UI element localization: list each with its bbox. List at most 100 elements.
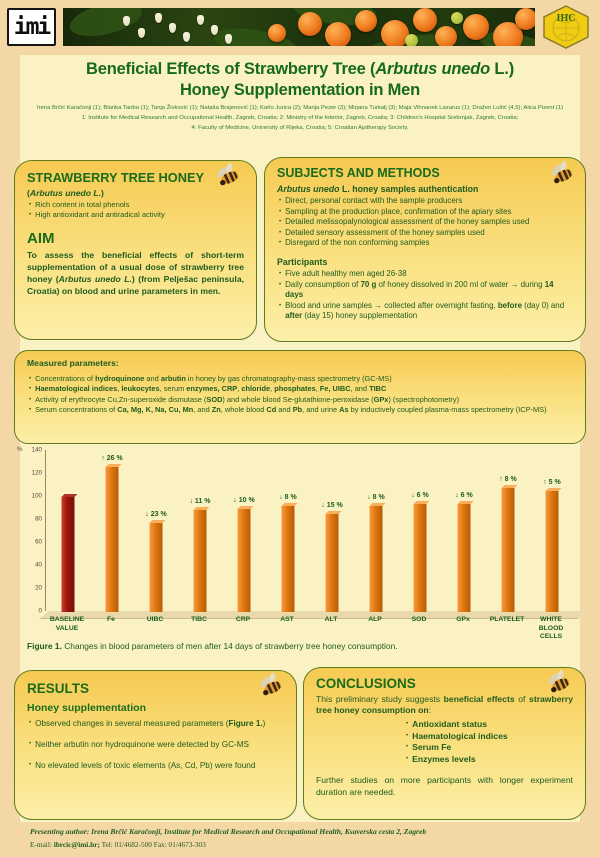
bullet-icon: • [279,240,282,247]
chart-y-tick-label: 0 [38,607,42,615]
chart-y-tick-label: 100 [31,492,42,500]
fruit-decoration [435,26,457,46]
fruit-decoration [413,8,437,32]
list-item: • Blood and urine samples → collected aft… [279,300,565,321]
bar-change-label: ↑ 8 % [499,475,517,483]
conclusions-list: • Antioxidant status • Haematological indi… [404,719,573,765]
chart-y-tick-label: 120 [31,469,42,477]
flower-decoration [155,13,162,23]
list-item: • Concentrations of hydroquinone and arbu… [29,374,392,383]
imi-logo: imi [7,8,56,46]
ihc-logo-text: IHC [557,13,576,24]
list-item: • Antioxidant status [406,719,488,730]
subjects-methods-box: SUBJECTS AND METHODS Arbutus unedo L. ho… [264,157,586,342]
chart-bar-group: ↓ 23 % [134,450,178,612]
fruit-decoration [381,20,409,46]
authentication-subtitle: Arbutus unedo L. honey samples authentic… [277,184,479,194]
fruit-decoration [355,10,377,32]
bar-change-label: ↓ 6 % [411,491,429,499]
list-item: • Serum concentrations of Ca, Mg, K, Na, … [29,404,547,414]
list-item: • No elevated levels of toxic elements (A… [29,761,256,770]
section-heading: CONCLUSIONS [316,676,416,691]
figure-caption: Figure 1. Changes in blood parameters of… [27,641,398,651]
bar [413,503,427,612]
bullet-icon: • [279,270,282,277]
bar [457,503,471,612]
list-item: • Activity of erythrocyte Cu,Zn-superoxid… [29,394,460,404]
chart-x-label: PLATELET [489,616,525,623]
fruit-decoration [451,12,463,24]
chart-x-label: Fe [107,616,115,623]
bar-change-label: ↓ 8 % [367,494,385,502]
list-item: • High antioxidant and antiradical activi… [29,210,165,220]
affiliations-line: 4: Faculty of Medicine, University of Ri… [191,125,409,131]
conclusions-outro: Further studies on more participants wit… [316,775,573,797]
chart-bar-group: ↑ 26 % [90,450,134,612]
chart-y-tick-label: 40 [35,561,42,569]
bar [545,491,559,612]
bar [369,506,383,612]
chart-y-tick-label: 140 [31,446,42,454]
chart-bar-group: ↑ 8 % [486,450,530,612]
bullet-icon: • [29,376,32,382]
fruit-decoration [405,34,418,46]
strawberry-tree-honey-box: STRAWBERRY TREE HONEY (Arbutus unedo L.)… [14,160,257,340]
chart-y-tick-label: 20 [35,584,42,592]
aim-heading: AIM [27,229,55,247]
chart-y-axis-unit: % [17,446,23,453]
conclusions-box: CONCLUSIONS This preliminary study sugge… [303,667,586,820]
bar-change-label: ↓ 10 % [233,496,255,504]
list-item: • Rich content in total phenols [29,200,130,209]
results-subtitle: Honey supplementation [27,702,147,714]
chart-x-label: AST [280,616,294,623]
chart-bar-group: ↓ 15 % [310,450,354,612]
chart-bar-group: ↓ 11 % [178,450,222,612]
aim-text: To assess the beneficial effects of shor… [27,249,244,296]
bar [149,523,163,612]
fruit-decoration [325,22,351,46]
bar [237,508,251,612]
flower-decoration [197,15,204,25]
bullet-icon: • [406,732,409,739]
bar-change-label: ↓ 23 % [145,511,167,519]
title-line-1: Beneficial Effects of Strawberry Tree (A… [86,60,514,78]
bar-change-label: ↓ 6 % [455,491,473,499]
bar-change-label: ↓ 8 % [279,494,297,502]
chart-x-label: UIBC [146,616,164,623]
presenting-author-line: Presenting author: Irena Brčić Karačonji… [30,827,427,836]
measured-parameters-box: Measured parameters: • Concentrations of … [14,350,586,444]
list-item: • Enzymes levels [406,753,476,764]
section-heading: Measured parameters: [27,358,119,368]
imi-logo-text: imi [13,14,52,40]
chart-x-labels: BASELINE VALUE Fe UIBC TIBC CRP AST ALT ALP SOD G… [45,616,573,642]
chart-y-tick-label: 80 [35,515,42,523]
chart-x-label: SOD [411,616,427,623]
bullet-icon: • [406,721,409,728]
affiliations-line: 1: Institute for Medical Research and Oc… [81,115,519,121]
bar-change-label: ↓ 11 % [189,497,211,505]
fruit-decoration [463,14,489,40]
bullet-icon: • [279,198,282,204]
bullet-icon: • [406,744,409,751]
chart-x-label: TIBC [191,616,207,623]
contact-line: E-mail: ibrcic@imi.hr; Tel: 01/4682-500 … [30,840,206,849]
section-heading: SUBJECTS AND METHODS [277,166,440,180]
bar [193,509,207,612]
bullet-icon: • [29,762,32,768]
chart-y-ticks: 0 20 40 60 80 100 120 140 [22,446,42,615]
chart-x-label: BASELINE VALUE [49,616,85,632]
fruit-decoration [298,12,322,36]
chart-bars: ↑ 26 % ↓ 23 % ↓ 11 % ↓ 10 % ↓ 8 % ↓ 15 %… [45,450,574,612]
list-item: • Daily consumption of 70 g of honey diss… [279,279,554,300]
section-subtitle: (Arbutus unedo L.) [27,188,104,198]
flower-decoration [183,32,190,42]
section-heading: STRAWBERRY TREE HONEY [27,170,205,185]
bar [61,497,75,612]
bee-icon [548,669,571,694]
bar-change-label: ↑ 26 % [101,455,123,463]
chart-bar-group: ↓ 10 % [222,450,266,612]
list-item: • Serum Fe [406,742,452,753]
bar [281,506,295,612]
list-item: • Observed changes in several measured pa… [29,719,266,728]
fruit-decoration [268,24,286,42]
